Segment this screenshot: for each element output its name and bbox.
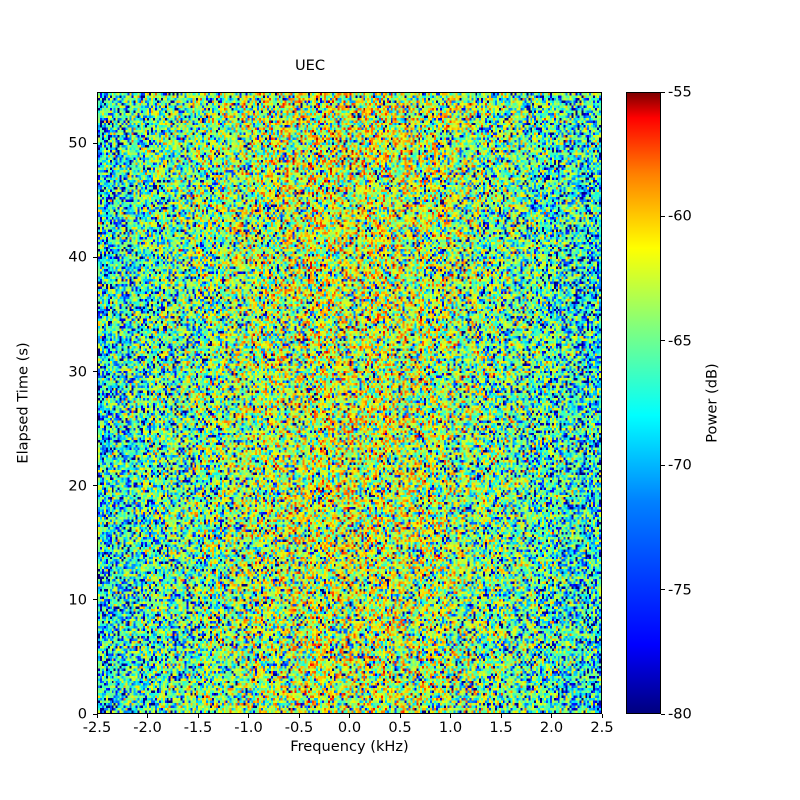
colorbar-tick-mark <box>661 464 665 466</box>
x-axis-label: Frequency (kHz) <box>290 738 409 755</box>
colorbar-tick-label: -55 <box>668 83 692 101</box>
y-axis-label: Elapsed Time (s) <box>14 342 32 464</box>
x-tick-label: -2.0 <box>133 719 162 736</box>
y-tick-mark <box>93 485 97 487</box>
x-tick-mark <box>298 714 300 718</box>
colorbar-tick-label: -60 <box>668 207 692 225</box>
y-tick-label: 20 <box>68 477 87 495</box>
colorbar-tick-mark <box>661 589 665 591</box>
x-tick-label: 0.5 <box>388 719 412 736</box>
colorbar-tick-mark <box>661 215 665 217</box>
y-tick-mark <box>93 371 97 373</box>
colorbar-tick-label: -65 <box>668 332 692 350</box>
spectrogram-axes[interactable] <box>97 92 602 714</box>
colorbar-tick-mark <box>661 713 665 715</box>
x-tick-label: 2.0 <box>539 719 564 736</box>
x-tick-label: 1.5 <box>489 719 513 736</box>
x-tick-label: -2.5 <box>82 719 112 736</box>
x-tick-label: 2.5 <box>590 719 614 736</box>
colorbar-tick-mark <box>661 340 665 342</box>
x-tick-mark <box>248 714 249 718</box>
colorbar-tick-label: -70 <box>668 456 692 474</box>
colorbar-tick-label: -80 <box>668 705 692 723</box>
x-tick-mark <box>349 714 350 718</box>
x-tick-label: -1.5 <box>183 719 213 736</box>
x-tick-label: 0.0 <box>337 719 362 736</box>
x-tick-mark <box>197 714 199 718</box>
colorbar-gradient[interactable] <box>626 92 661 714</box>
x-tick-mark <box>399 714 401 718</box>
title-line-station: UEC <box>294 57 326 75</box>
x-tick-mark <box>500 714 502 718</box>
x-tick-mark <box>601 714 603 718</box>
x-tick-mark <box>96 714 98 718</box>
colorbar-tick-label: -75 <box>668 581 692 599</box>
x-tick-mark <box>147 714 148 718</box>
y-tick-mark <box>93 142 97 144</box>
x-tick-label: 1.0 <box>438 719 463 736</box>
x-tick-mark <box>450 714 451 718</box>
x-tick-label: -0.5 <box>284 719 314 736</box>
y-tick-label: 30 <box>68 363 87 381</box>
y-tick-label: 0 <box>77 705 87 723</box>
x-tick-label: -1.0 <box>234 719 263 736</box>
y-tick-label: 50 <box>68 134 87 152</box>
spectrogram-image <box>98 93 601 713</box>
colorbar-tick-mark <box>661 91 665 93</box>
y-tick-mark <box>93 713 97 715</box>
colorbar-label: Power (dB) <box>703 363 721 443</box>
x-tick-mark <box>551 714 552 718</box>
y-tick-label: 40 <box>68 248 87 266</box>
y-tick-mark <box>93 256 97 258</box>
y-tick-label: 10 <box>68 591 87 609</box>
y-tick-mark <box>93 599 97 601</box>
